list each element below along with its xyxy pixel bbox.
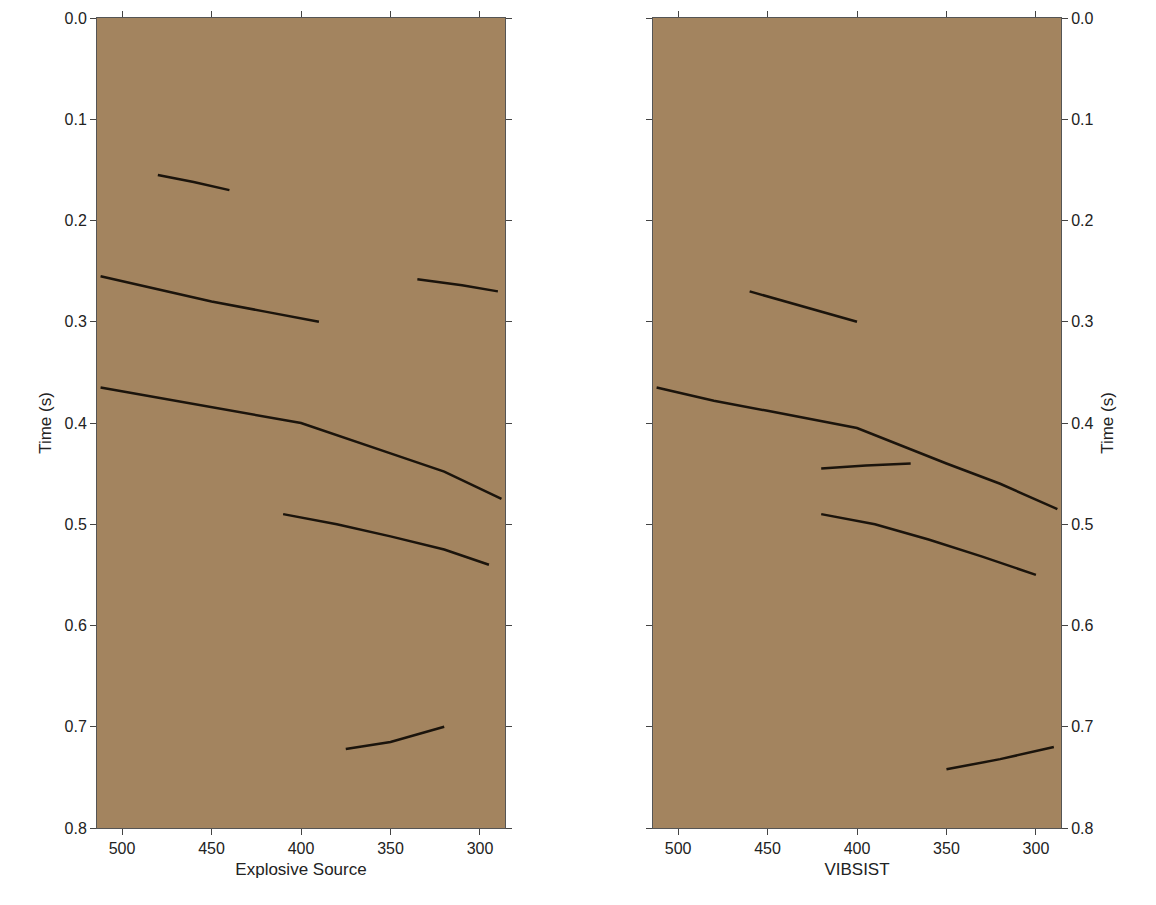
- svg-text:0.8: 0.8: [1071, 820, 1093, 837]
- svg-text:0.7: 0.7: [65, 718, 87, 735]
- svg-text:0.6: 0.6: [1071, 617, 1093, 634]
- svg-text:0.0: 0.0: [65, 10, 87, 27]
- svg-text:0.5: 0.5: [65, 516, 87, 533]
- svg-text:0.1: 0.1: [65, 111, 87, 128]
- svg-text:Time (s): Time (s): [1098, 392, 1117, 454]
- svg-text:500: 500: [665, 840, 692, 857]
- svg-text:0.3: 0.3: [65, 313, 87, 330]
- svg-text:0.1: 0.1: [1071, 111, 1093, 128]
- svg-text:0.2: 0.2: [1071, 212, 1093, 229]
- svg-text:350: 350: [377, 840, 404, 857]
- svg-text:450: 450: [754, 840, 781, 857]
- svg-text:450: 450: [198, 840, 225, 857]
- svg-text:0.5: 0.5: [1071, 516, 1093, 533]
- svg-text:0.0: 0.0: [1071, 10, 1093, 27]
- svg-text:500: 500: [109, 840, 136, 857]
- svg-text:0.4: 0.4: [1071, 415, 1093, 432]
- svg-text:400: 400: [844, 840, 871, 857]
- svg-text:300: 300: [467, 840, 494, 857]
- svg-text:300: 300: [1023, 840, 1050, 857]
- svg-text:0.6: 0.6: [65, 617, 87, 634]
- svg-text:400: 400: [288, 840, 315, 857]
- svg-text:350: 350: [933, 840, 960, 857]
- svg-text:Explosive Source: Explosive Source: [235, 860, 366, 879]
- svg-text:0.7: 0.7: [1071, 718, 1093, 735]
- svg-text:0.2: 0.2: [65, 212, 87, 229]
- svg-text:Time (s): Time (s): [36, 392, 55, 454]
- svg-text:0.4: 0.4: [65, 415, 87, 432]
- svg-text:VIBSIST: VIBSIST: [824, 860, 889, 879]
- svg-text:0.3: 0.3: [1071, 313, 1093, 330]
- svg-text:0.8: 0.8: [65, 820, 87, 837]
